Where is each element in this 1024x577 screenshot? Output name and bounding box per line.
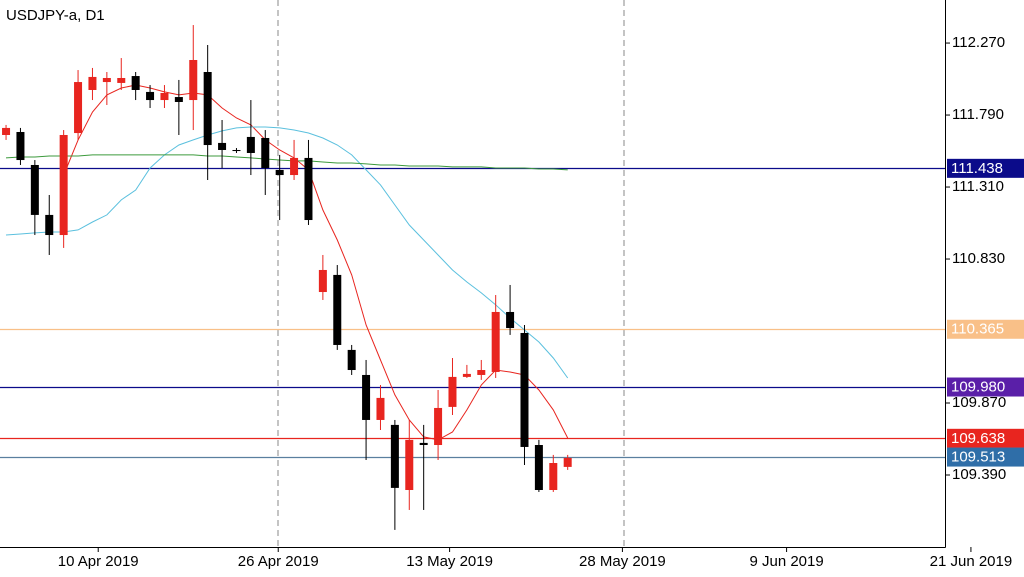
candle-body	[405, 439, 414, 491]
candle-body	[304, 157, 313, 221]
candle-body	[189, 59, 198, 101]
price-level-label: 109.638	[951, 430, 1005, 447]
price-level-label: 111.438	[951, 160, 1003, 177]
price-level-tag	[947, 447, 1024, 467]
candle-body	[362, 374, 371, 420]
candle-body	[376, 397, 385, 420]
moving-average	[5, 126, 569, 379]
candle-body	[462, 373, 471, 377]
candle-body	[448, 376, 457, 407]
candle-body	[30, 164, 39, 215]
y-tick-label: 110.830	[952, 250, 1005, 267]
price-level-tag	[947, 319, 1024, 339]
candle-body	[174, 97, 183, 102]
price-level-tag	[947, 377, 1024, 397]
candle-body	[117, 77, 126, 83]
moving-average	[5, 154, 568, 171]
candle-body	[318, 269, 327, 293]
candle-body	[290, 157, 299, 176]
candle-body	[275, 169, 284, 176]
candle-body	[16, 131, 25, 161]
price-level-tag	[947, 158, 1024, 178]
candle-body	[160, 92, 169, 101]
candle-body	[2, 127, 11, 135]
candle-body	[534, 445, 543, 491]
x-tick-label: 26 Apr 2019	[238, 553, 319, 570]
candle-body	[333, 274, 342, 345]
y-tick-label: 111.310	[952, 178, 1004, 195]
candle-body	[491, 311, 500, 372]
candle-body	[419, 442, 428, 446]
x-tick-label: 10 Apr 2019	[58, 553, 139, 570]
candle-body	[45, 214, 54, 236]
price-level-label: 110.365	[951, 321, 1004, 338]
candle-body	[549, 463, 558, 491]
candle-body	[390, 424, 399, 488]
candle-body	[203, 71, 212, 146]
candle-body	[131, 76, 140, 90]
candle-body	[146, 91, 155, 101]
x-tick-label: 28 May 2019	[579, 553, 666, 570]
plot-area	[0, 25, 945, 530]
price-level-label: 109.980	[951, 378, 1005, 395]
candle-body	[520, 332, 529, 447]
candle-body	[261, 137, 270, 168]
candle-body	[59, 134, 68, 236]
candle-body	[88, 76, 97, 90]
x-tick-label: 21 Jun 2019	[930, 553, 1013, 570]
y-tick-label: 111.790	[952, 106, 1004, 123]
candle-body	[218, 142, 227, 150]
y-tick-label: 109.870	[952, 394, 1006, 411]
candle-body	[232, 149, 241, 152]
candle-body	[102, 77, 111, 83]
candle-body	[477, 370, 486, 375]
y-tick-label: 112.270	[952, 34, 1005, 51]
candle-body	[74, 82, 83, 134]
x-tick-label: 9 Jun 2019	[749, 553, 823, 570]
price-level-label: 109.513	[951, 449, 1005, 466]
x-tick-label: 13 May 2019	[406, 553, 493, 570]
candle-body	[434, 407, 443, 446]
moving-average	[63, 84, 569, 441]
candle-body	[506, 311, 515, 329]
candle-body	[563, 457, 572, 467]
candle-body	[246, 136, 255, 153]
candle-body	[347, 349, 356, 371]
price-level-tag	[947, 428, 1024, 448]
y-tick-label: 109.390	[952, 466, 1006, 483]
chart-title: USDJPY-a, D1	[6, 7, 105, 24]
